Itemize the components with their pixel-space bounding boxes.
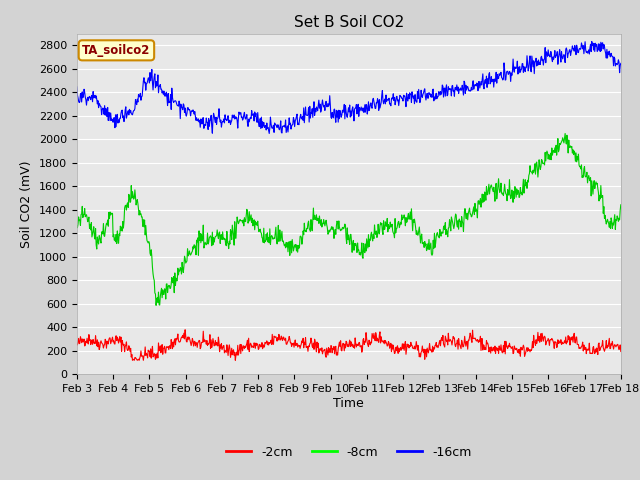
- Y-axis label: Soil CO2 (mV): Soil CO2 (mV): [20, 160, 33, 248]
- X-axis label: Time: Time: [333, 397, 364, 410]
- Text: TA_soilco2: TA_soilco2: [82, 44, 150, 57]
- Title: Set B Soil CO2: Set B Soil CO2: [294, 15, 404, 30]
- Legend: -2cm, -8cm, -16cm: -2cm, -8cm, -16cm: [221, 441, 476, 464]
